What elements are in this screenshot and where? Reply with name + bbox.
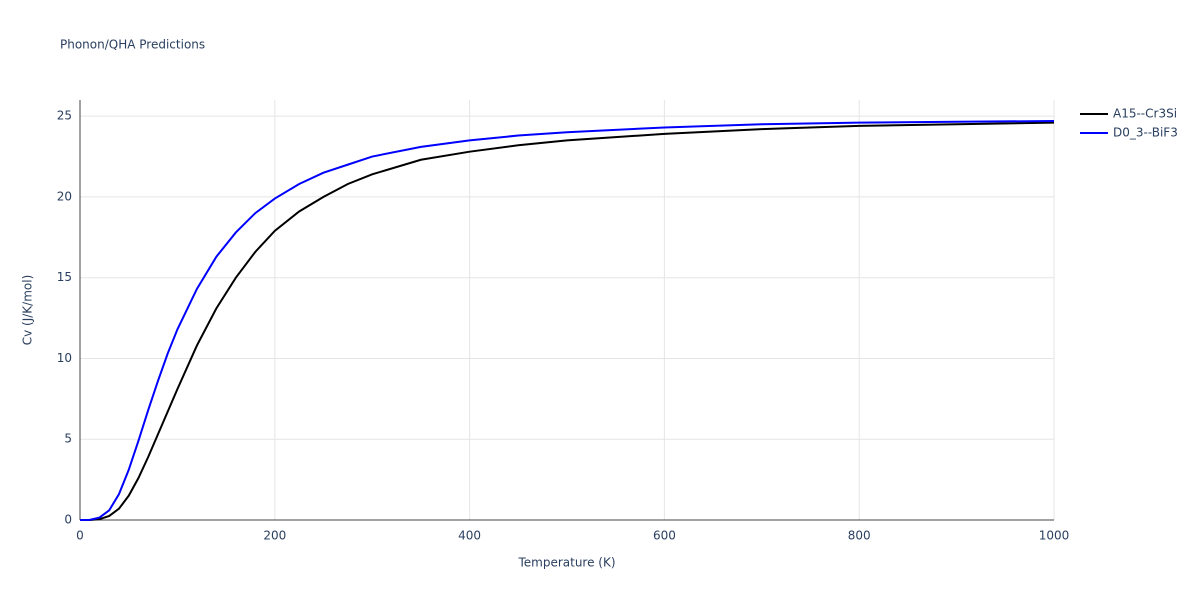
y-tick-label: 5 <box>64 432 72 446</box>
chart-title: Phonon/QHA Predictions <box>60 38 205 52</box>
x-tick-label: 800 <box>848 529 871 543</box>
y-tick-label: 10 <box>57 351 72 365</box>
y-tick-label: 20 <box>57 189 72 203</box>
x-axis-label: Temperature (K) <box>517 556 615 570</box>
legend-label: D0_3--BiF3 <box>1113 126 1178 140</box>
x-tick-label: 200 <box>263 529 286 543</box>
x-tick-label: 600 <box>653 529 676 543</box>
x-tick-label: 400 <box>458 529 481 543</box>
legend-label: A15--Cr3Si <box>1113 107 1177 121</box>
line-series <box>79 120 1055 521</box>
x-tick-label: 0 <box>76 529 84 543</box>
y-tick-label: 15 <box>57 270 72 284</box>
y-tick-label: 25 <box>57 109 72 123</box>
x-tick-label: 1000 <box>1039 529 1070 543</box>
line-series <box>80 121 1055 521</box>
y-axis-label: Cv (J/K/mol) <box>21 275 35 346</box>
y-tick-label: 0 <box>64 513 72 527</box>
